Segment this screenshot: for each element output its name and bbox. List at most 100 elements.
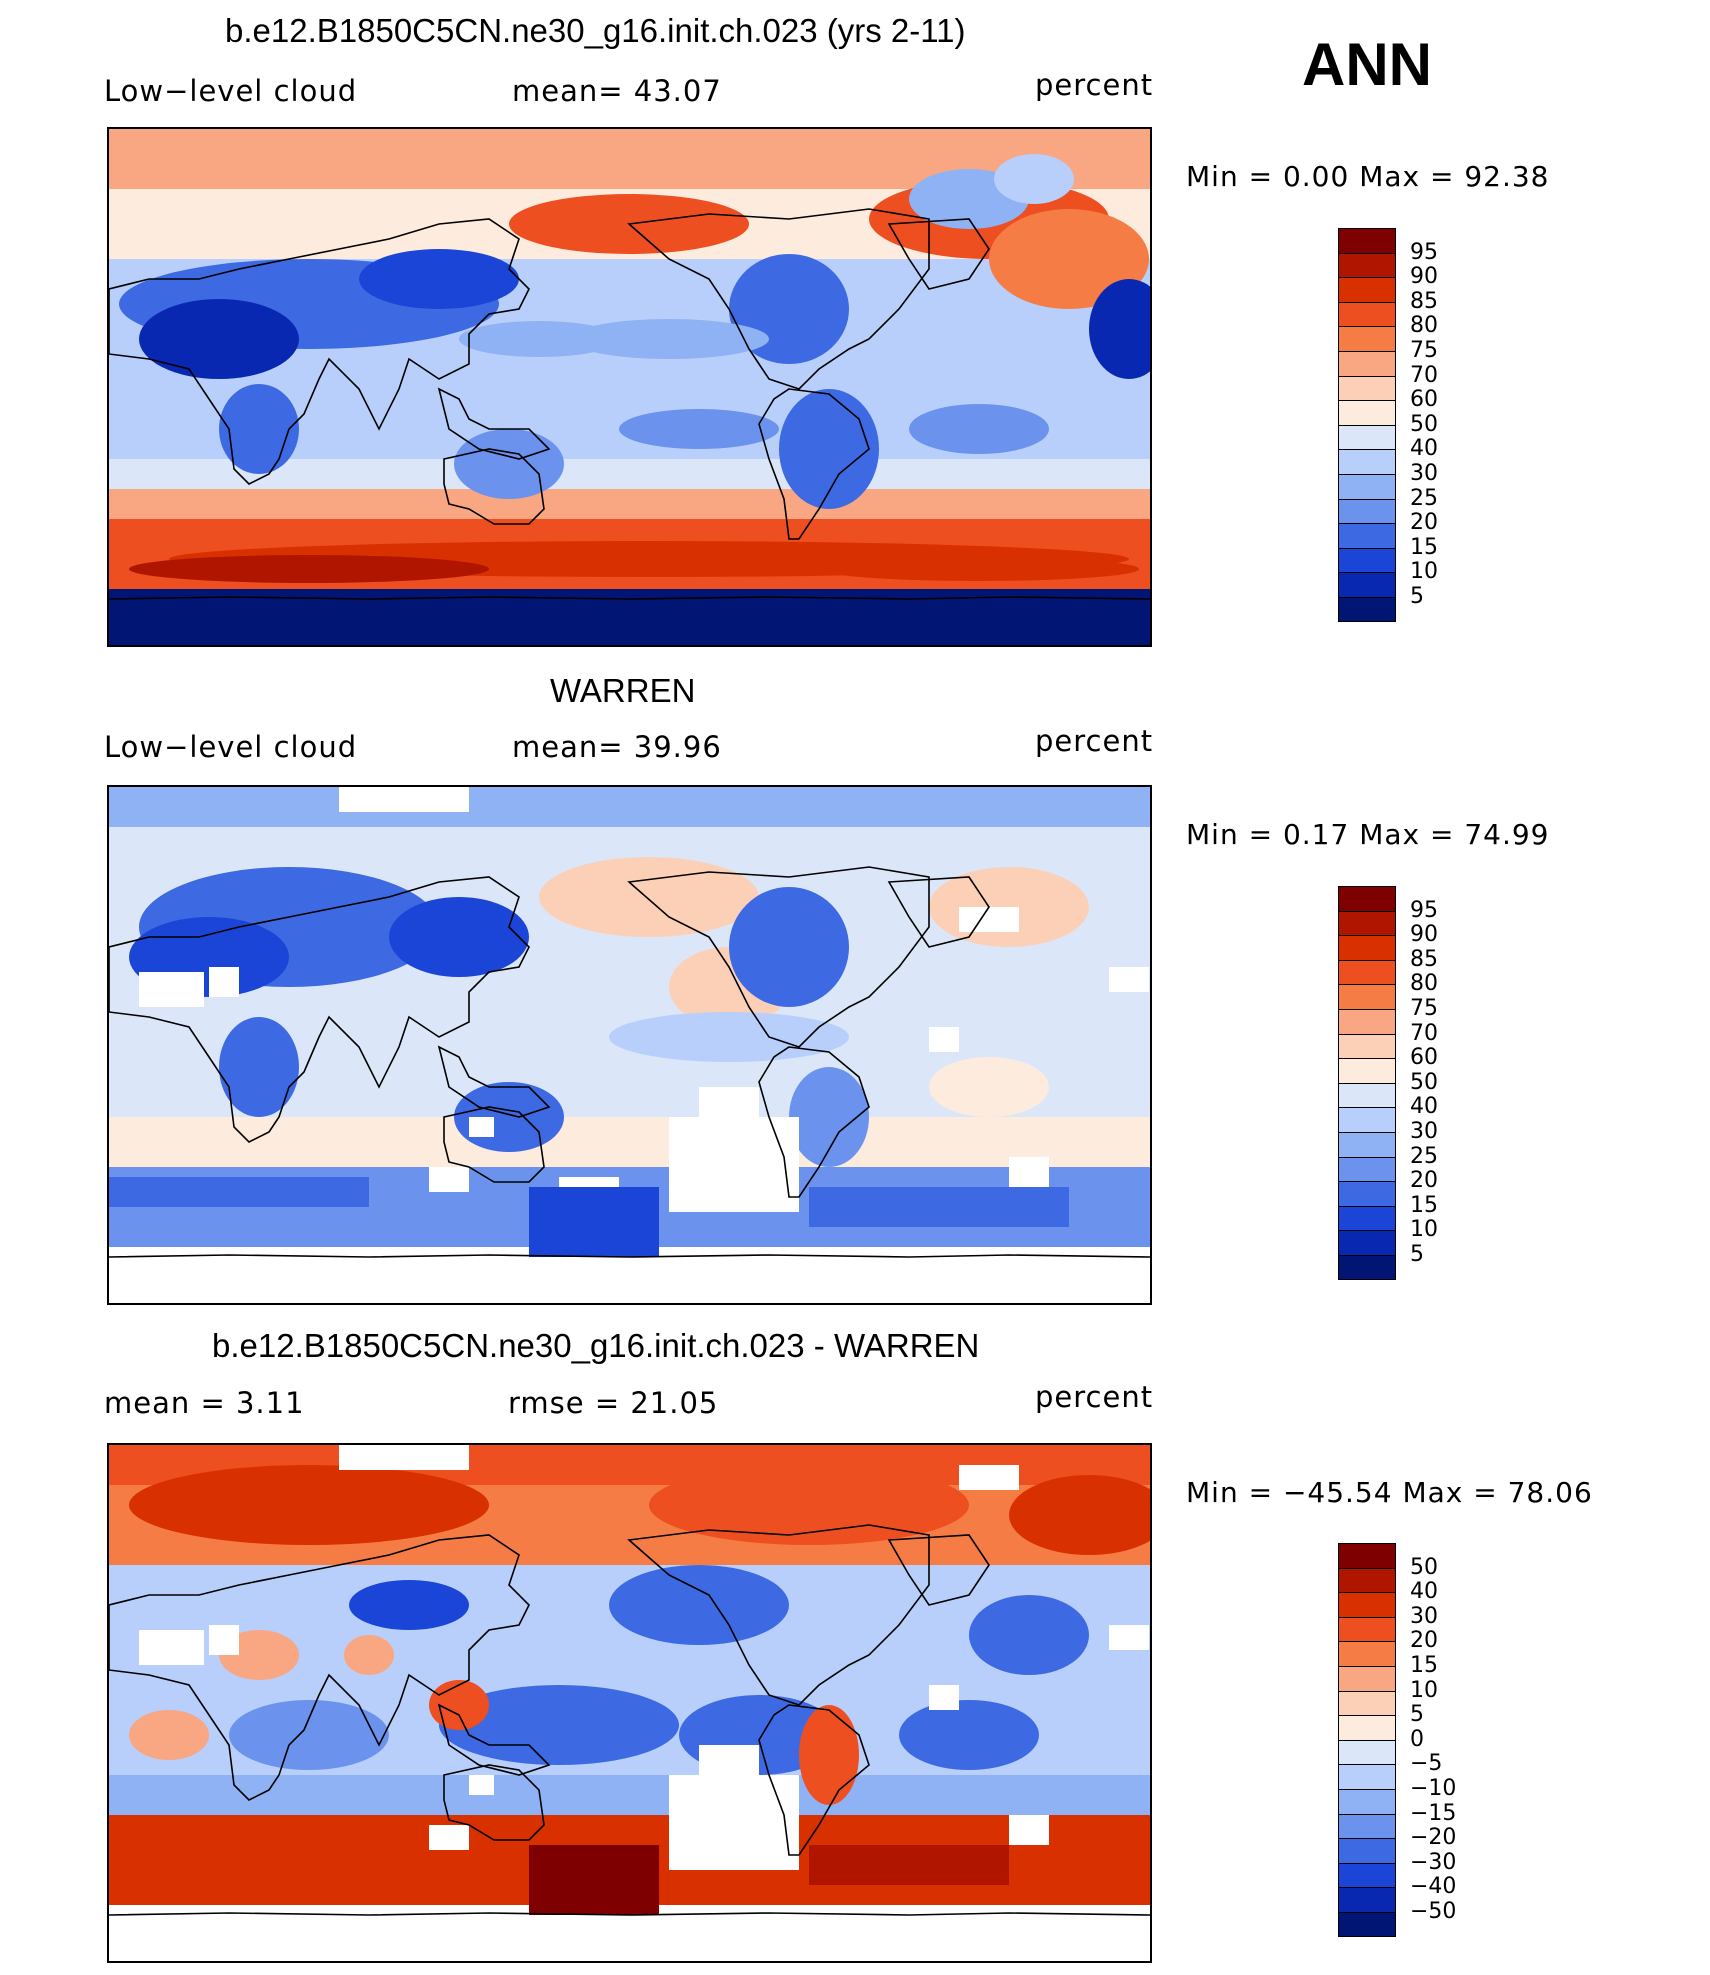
colorbar-tick-label: 5	[1410, 1702, 1424, 1728]
colorbar-swatch	[1338, 277, 1396, 302]
colorbar-tick-label: 85	[1410, 946, 1438, 972]
colorbar-swatch	[1338, 1254, 1396, 1280]
colorbar-tick-label: 10	[1410, 559, 1438, 585]
panel-1-variable-label: Low−level cloud	[104, 74, 358, 108]
colorbar-swatch	[1338, 424, 1396, 450]
colorbar-tick-label: 15	[1410, 1653, 1438, 1678]
colorbar-tick-label: 20	[1410, 1168, 1438, 1194]
panel-1-mean-label: mean= 43.07	[512, 74, 722, 108]
colorbar-tick-label: 15	[1410, 534, 1438, 560]
colorbar-swatch	[1338, 1230, 1396, 1255]
colorbar-tick-label: 0	[1410, 1726, 1424, 1752]
colorbar-swatch	[1338, 301, 1396, 327]
panel-2-map	[107, 785, 1152, 1305]
colorbar-swatch	[1338, 547, 1396, 573]
colorbar-tick-label: 50	[1410, 1554, 1438, 1580]
colorbar-swatch	[1338, 1058, 1396, 1083]
colorbar-swatch	[1338, 400, 1396, 425]
colorbar-swatch	[1338, 959, 1396, 985]
panel-2-minmax: Min = 0.17 Max = 74.99	[1186, 818, 1550, 851]
colorbar-tick-label: 80	[1410, 313, 1438, 339]
colorbar-swatch	[1338, 1911, 1396, 1937]
panel-2-units-label: percent	[1035, 724, 1154, 758]
colorbar-swatch	[1338, 1156, 1396, 1182]
colorbar-tick-label: 25	[1410, 1143, 1438, 1169]
colorbar-tick-label: 30	[1410, 461, 1438, 486]
colorbar-tick-label: −10	[1410, 1776, 1457, 1801]
colorbar-swatch	[1338, 252, 1396, 278]
season-label: ANN	[1302, 31, 1432, 98]
colorbar-swatch	[1338, 1131, 1396, 1157]
colorbar-swatch	[1338, 935, 1396, 960]
panel-3-title: b.e12.B1850C5CN.ne30_g16.init.ch.023 - W…	[212, 1327, 980, 1364]
panel-1-units-label: percent	[1035, 68, 1154, 102]
colorbar-tick-label: 95	[1410, 897, 1438, 923]
colorbar-tick-label: 20	[1410, 1628, 1438, 1654]
colorbar-tick-label: 10	[1410, 1217, 1438, 1243]
panel-1-map	[107, 127, 1152, 647]
colorbar-swatch	[1338, 1567, 1396, 1593]
colorbar-swatch	[1338, 1033, 1396, 1059]
colorbar-tick-label: 25	[1410, 485, 1438, 511]
colorbar-swatch	[1338, 1008, 1396, 1034]
colorbar-swatch	[1338, 1205, 1396, 1231]
colorbar-tick-label: 30	[1410, 1119, 1438, 1144]
colorbar-tick-label: 90	[1410, 922, 1438, 948]
panel-3-rmse-label: rmse = 21.05	[508, 1386, 719, 1420]
colorbar-swatch	[1338, 1082, 1396, 1108]
colorbar-swatch	[1338, 886, 1396, 911]
colorbar-tick-label: −15	[1410, 1800, 1457, 1826]
colorbar-tick-label: 30	[1410, 1603, 1438, 1629]
colorbar-swatch	[1338, 1665, 1396, 1691]
colorbar-tick-label: 40	[1410, 436, 1438, 462]
colorbar-swatch	[1338, 910, 1396, 936]
colorbar-tick-label: 40	[1410, 1579, 1438, 1605]
panel-3-mean-label: mean = 3.11	[104, 1386, 305, 1420]
colorbar-swatch	[1338, 228, 1396, 253]
colorbar-tick-label: 50	[1410, 411, 1438, 437]
colorbar-tick-label: −40	[1410, 1874, 1457, 1900]
colorbar-swatch	[1338, 1107, 1396, 1132]
colorbar-tick-label: 75	[1410, 338, 1438, 363]
colorbar-tick-label: 20	[1410, 510, 1438, 536]
colorbar-swatch	[1338, 1181, 1396, 1206]
colorbar-swatch	[1338, 375, 1396, 401]
colorbar-tick-label: 5	[1410, 584, 1424, 609]
colorbar-tick-label: 40	[1410, 1094, 1438, 1120]
colorbar-swatch	[1338, 1739, 1396, 1765]
colorbar-swatch	[1338, 1887, 1396, 1912]
colorbar-swatch	[1338, 1543, 1396, 1568]
colorbar-tick-label: −50	[1410, 1899, 1457, 1924]
colorbar-tick-label: −20	[1410, 1825, 1457, 1851]
colorbar-tick-label: 90	[1410, 264, 1438, 290]
colorbar-swatch	[1338, 1838, 1396, 1863]
colorbar-tick-label: 75	[1410, 996, 1438, 1021]
colorbar-swatch	[1338, 1641, 1396, 1666]
colorbar-swatch	[1338, 1813, 1396, 1839]
colorbar-swatch	[1338, 326, 1396, 351]
colorbar-swatch	[1338, 984, 1396, 1009]
panel-3-minmax: Min = −45.54 Max = 78.06	[1186, 1476, 1593, 1509]
colorbar-swatch	[1338, 572, 1396, 597]
colorbar-swatch	[1338, 596, 1396, 622]
colorbar-swatch	[1338, 350, 1396, 376]
panel-1-minmax: Min = 0.00 Max = 92.38	[1186, 160, 1550, 193]
panel-2-mean-label: mean= 39.96	[512, 730, 722, 764]
colorbar-swatch	[1338, 1715, 1396, 1740]
colorbar-tick-label: 80	[1410, 971, 1438, 997]
colorbar-swatch	[1338, 1788, 1396, 1814]
colorbar-tick-label: 60	[1410, 387, 1438, 413]
colorbar-swatch	[1338, 473, 1396, 499]
colorbar-tick-label: 70	[1410, 362, 1438, 388]
colorbar-swatch	[1338, 1862, 1396, 1888]
colorbar-swatch	[1338, 1616, 1396, 1642]
colorbar-tick-label: 50	[1410, 1069, 1438, 1095]
panel-1-title: b.e12.B1850C5CN.ne30_g16.init.ch.023 (yr…	[225, 12, 966, 49]
colorbar-tick-label: −5	[1410, 1751, 1443, 1777]
colorbar-swatch	[1338, 1592, 1396, 1617]
colorbar-tick-label: 70	[1410, 1020, 1438, 1046]
colorbar-tick-label: 60	[1410, 1045, 1438, 1071]
panel-3-map	[107, 1443, 1152, 1963]
panel-2-colorbar	[1338, 886, 1398, 1280]
colorbar-swatch	[1338, 449, 1396, 474]
